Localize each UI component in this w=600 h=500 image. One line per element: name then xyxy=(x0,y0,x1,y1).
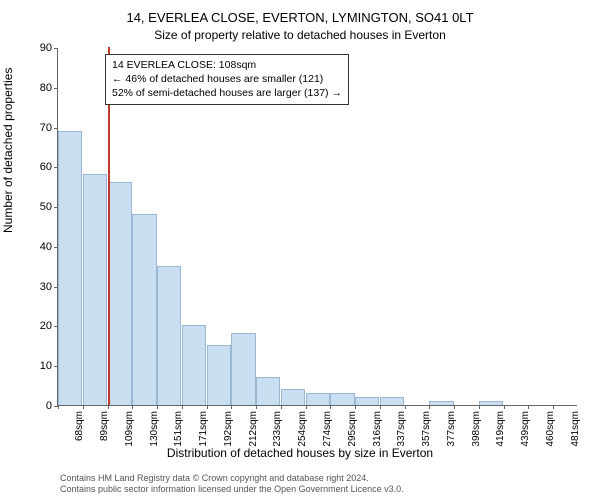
x-tick-label: 274sqm xyxy=(322,411,333,447)
bar xyxy=(479,401,503,405)
y-tick-mark xyxy=(54,88,58,89)
y-tick-mark xyxy=(54,48,58,49)
x-tick-mark xyxy=(429,405,430,409)
x-tick-mark xyxy=(355,405,356,409)
title-sub: Size of property relative to detached ho… xyxy=(0,28,600,42)
x-tick-label: 192sqm xyxy=(223,411,234,447)
bar xyxy=(256,377,280,405)
chart-container: 14, EVERLEA CLOSE, EVERTON, LYMINGTON, S… xyxy=(0,0,600,500)
x-tick-label: 337sqm xyxy=(396,411,407,447)
x-tick-label: 357sqm xyxy=(421,411,432,447)
x-tick-label: 481sqm xyxy=(570,411,581,447)
bar xyxy=(281,389,305,405)
bar xyxy=(380,397,404,405)
bar xyxy=(182,325,206,405)
x-tick-mark xyxy=(182,405,183,409)
annotation-line: 52% of semi-detached houses are larger (… xyxy=(112,86,342,100)
footer-line-1: Contains HM Land Registry data © Crown c… xyxy=(60,473,404,485)
bar xyxy=(207,345,231,405)
bar xyxy=(58,131,82,405)
x-tick-label: 109sqm xyxy=(124,411,135,447)
x-tick-mark xyxy=(405,405,406,409)
annotation-line: 14 EVERLEA CLOSE: 108sqm xyxy=(112,58,342,72)
x-tick-mark xyxy=(256,405,257,409)
x-tick-label: 295sqm xyxy=(347,411,358,447)
x-tick-label: 316sqm xyxy=(372,411,383,447)
x-axis-label: Distribution of detached houses by size … xyxy=(0,446,600,460)
bar xyxy=(429,401,453,405)
bar xyxy=(306,393,330,405)
x-tick-mark xyxy=(207,405,208,409)
x-tick-label: 89sqm xyxy=(99,411,110,441)
x-tick-label: 151sqm xyxy=(173,411,184,447)
bar xyxy=(231,333,255,405)
x-tick-mark xyxy=(454,405,455,409)
x-tick-label: 233sqm xyxy=(272,411,283,447)
x-tick-mark xyxy=(157,405,158,409)
x-tick-label: 171sqm xyxy=(198,411,209,447)
x-tick-mark xyxy=(380,405,381,409)
bar xyxy=(83,174,107,405)
x-tick-mark xyxy=(108,405,109,409)
y-axis-label: Number of detached properties xyxy=(1,68,15,233)
title-main: 14, EVERLEA CLOSE, EVERTON, LYMINGTON, S… xyxy=(0,10,600,25)
x-tick-mark xyxy=(479,405,480,409)
x-tick-label: 439sqm xyxy=(520,411,531,447)
annotation-line: ← 46% of detached houses are smaller (12… xyxy=(112,72,342,86)
footer-line-2: Contains public sector information licen… xyxy=(60,484,404,496)
x-tick-mark xyxy=(231,405,232,409)
annotation-box: 14 EVERLEA CLOSE: 108sqm← 46% of detache… xyxy=(105,54,349,105)
bar xyxy=(330,393,354,405)
x-tick-mark xyxy=(58,405,59,409)
bar xyxy=(108,182,132,405)
bar xyxy=(157,266,181,405)
x-tick-mark xyxy=(504,405,505,409)
y-tick-mark xyxy=(54,128,58,129)
footer-attribution: Contains HM Land Registry data © Crown c… xyxy=(60,473,404,496)
x-tick-label: 460sqm xyxy=(545,411,556,447)
x-tick-mark xyxy=(281,405,282,409)
x-tick-label: 212sqm xyxy=(248,411,259,447)
bar xyxy=(132,214,156,405)
x-tick-label: 419sqm xyxy=(495,411,506,447)
x-tick-label: 68sqm xyxy=(74,411,85,441)
x-tick-label: 254sqm xyxy=(297,411,308,447)
x-tick-mark xyxy=(83,405,84,409)
x-tick-mark xyxy=(330,405,331,409)
x-tick-label: 377sqm xyxy=(446,411,457,447)
x-tick-mark xyxy=(306,405,307,409)
x-tick-mark xyxy=(528,405,529,409)
x-tick-label: 398sqm xyxy=(471,411,482,447)
plot-area: 010203040506070809068sqm89sqm109sqm130sq… xyxy=(57,48,577,406)
bar xyxy=(355,397,379,405)
x-tick-mark xyxy=(132,405,133,409)
x-tick-label: 130sqm xyxy=(149,411,160,447)
x-tick-mark xyxy=(553,405,554,409)
